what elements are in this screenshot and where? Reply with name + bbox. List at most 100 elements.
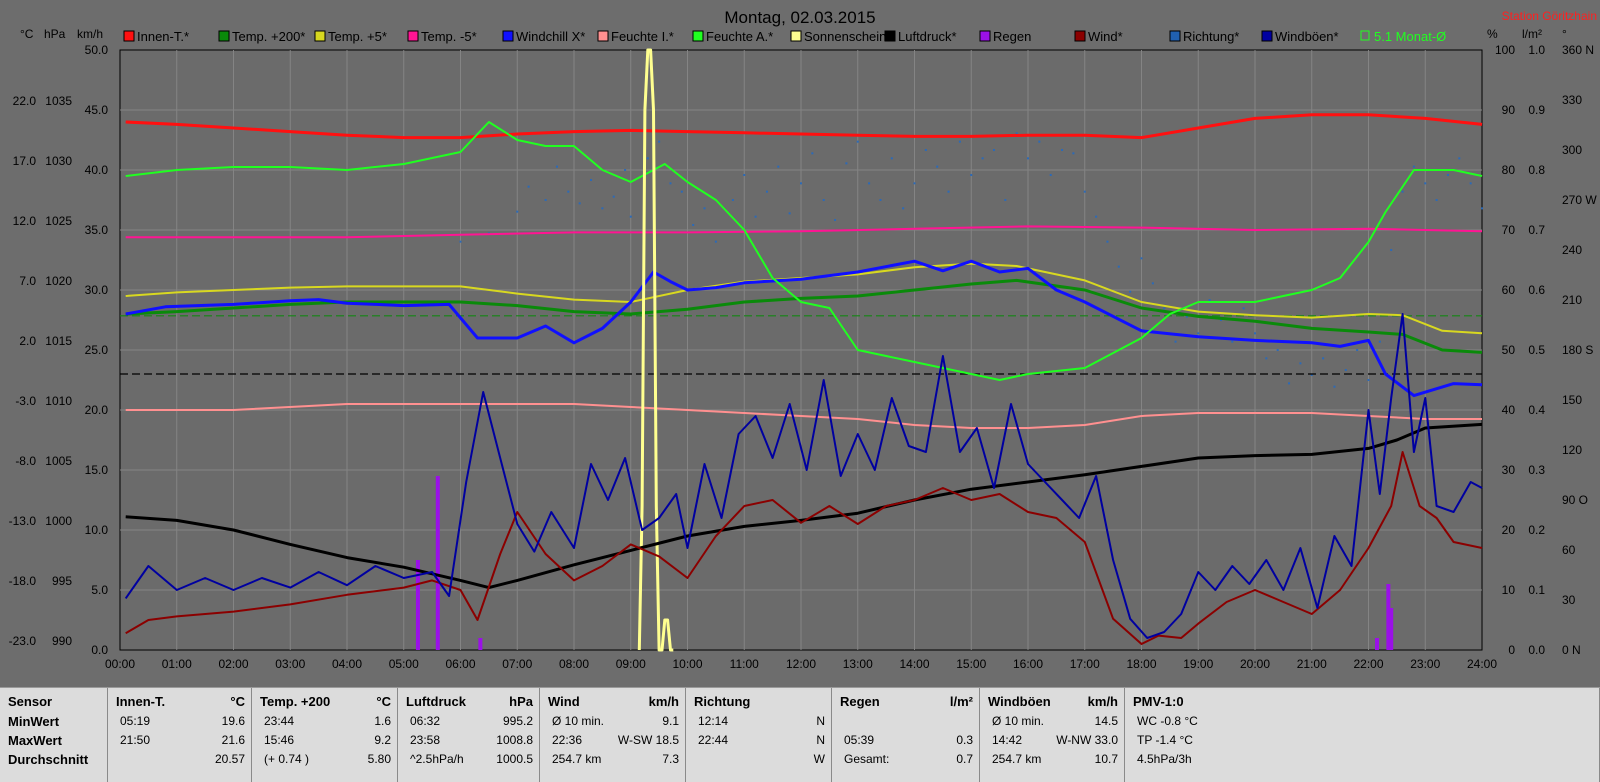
series-line (125, 121, 1483, 381)
stats-header-label: Regen (840, 694, 880, 709)
direction-point (590, 179, 593, 181)
direction-tick-label: 360 N (1562, 43, 1594, 57)
direction-tick-label: 330 (1562, 93, 1582, 107)
direction-point (1004, 199, 1007, 201)
humidity-tick-label: 50 (1502, 343, 1516, 357)
stats-row-time: 06:32 (410, 714, 441, 728)
direction-point (1412, 165, 1415, 168)
stats-row-time: 4.5hPa/3h (1137, 752, 1192, 766)
legend-label: Richtung* (1183, 29, 1239, 44)
legend-swatch (1169, 30, 1181, 42)
direction-point (1446, 174, 1449, 176)
direction-tick-label: 240 (1562, 243, 1582, 257)
x-tick-label: 15:00 (956, 657, 986, 671)
series-line (125, 259, 1483, 398)
direction-point (777, 165, 780, 168)
stats-header-label: PMV-1:0 (1133, 694, 1184, 709)
legend-swatch (407, 30, 419, 42)
wind-tick-label: 20.0 (85, 403, 109, 417)
x-tick-label: 10:00 (672, 657, 702, 671)
rain-bars (415, 476, 1394, 650)
direction-point (1242, 307, 1245, 310)
stats-row-time: 14:42 (992, 733, 1023, 747)
stats-row-value: W (813, 752, 825, 766)
direction-point (1038, 140, 1041, 143)
direction-point (1458, 157, 1461, 160)
direction-tick-label: 90 O (1562, 493, 1588, 507)
stats-row-time: TP -1.4 °C (1137, 733, 1193, 747)
pressure-tick-label: 1025 (45, 214, 72, 228)
stats-header: Innen-T. °C (108, 694, 251, 713)
direction-point (601, 207, 604, 210)
direction-point (970, 174, 973, 176)
rain-tick-label: 0.5 (1528, 343, 1545, 357)
stats-row-value: 9.2 (374, 733, 391, 747)
wind-unit-label: km/h (77, 27, 103, 41)
stats-row: 21:50 21.6 (108, 733, 251, 752)
x-tick-label: 11:00 (730, 657, 759, 671)
stats-header-unit: hPa (509, 694, 533, 709)
direction-tick-label: 0 N (1562, 643, 1581, 657)
x-tick-label: 13:00 (843, 657, 873, 671)
wind-tick-label: 10.0 (85, 523, 109, 537)
direction-point (1276, 349, 1279, 351)
direction-point (845, 162, 848, 165)
direction-point (1197, 332, 1200, 335)
stats-row-time: 21:50 (120, 733, 151, 747)
series-lines (120, 48, 1483, 652)
rain-tick-label: 0.0 (1528, 643, 1545, 657)
temp-tick-label: 2.0 (19, 334, 36, 348)
stats-row: 05:39 0.3 (832, 733, 979, 752)
legend-swatch (1261, 30, 1273, 42)
direction-point (1061, 149, 1064, 151)
series-line (125, 225, 1483, 239)
direction-point (1322, 357, 1325, 360)
direction-tick-label: 30 (1562, 593, 1576, 607)
pressure-tick-label: 1020 (45, 274, 72, 288)
direction-point (1265, 357, 1268, 360)
direction-point (1015, 132, 1018, 135)
direction-point (936, 165, 939, 168)
stats-row: Durchschnitt (0, 752, 107, 771)
rain-tick-label: 0.7 (1528, 223, 1545, 237)
stats-column: PMV-1:0 WC -0.8 °C TP -1.4 °C 4.5hPa/3h (1125, 688, 1600, 782)
x-tick-label: 09:00 (616, 657, 646, 671)
stats-row-time: Ø 10 min. (552, 714, 605, 728)
direction-point (879, 199, 882, 201)
direction-tick-label: 210 (1562, 293, 1582, 307)
direction-point (1049, 174, 1052, 176)
series-line (125, 113, 1483, 140)
direction-point (800, 182, 802, 185)
wind-tick-label: 30.0 (85, 283, 109, 297)
direction-point (1219, 319, 1222, 321)
rain-tick-label: 0.1 (1528, 583, 1545, 597)
direction-point (1469, 182, 1472, 185)
wind-tick-label: 45.0 (85, 103, 109, 117)
direction-point (1378, 340, 1381, 343)
direction-point (1299, 362, 1302, 365)
stats-header-label: Innen-T. (116, 694, 166, 709)
x-tick-label: 22:00 (1353, 657, 1383, 671)
legend-swatch (502, 30, 514, 42)
stats-row: Ø 10 min. 14.5 (980, 714, 1124, 733)
direction-point (658, 140, 661, 143)
chart-legend: Innen-T.* Temp. +200* Temp. +5* Temp. -5* Wi… (123, 29, 1446, 44)
rain-bar (1389, 608, 1394, 650)
direction-point (624, 169, 627, 171)
stats-row: 22:36 W-SW 18.5 (540, 733, 685, 752)
stats-header: PMV-1:0 (1125, 694, 1599, 713)
direction-point (924, 149, 927, 151)
x-tick-label: 07:00 (502, 657, 532, 671)
legend-label: Temp. +5* (328, 29, 387, 44)
direction-point (1424, 182, 1427, 185)
stats-header-unit: °C (376, 694, 391, 709)
stats-column: Regen l/m² 05:39 0.3 Gesamt: 0.7 (832, 688, 980, 782)
direction-point (868, 182, 871, 185)
x-tick-label: 18:00 (1126, 657, 1156, 671)
stats-row-value: 1008.8 (496, 733, 533, 747)
legend-swatch (884, 30, 896, 42)
wind-tick-label: 40.0 (85, 163, 109, 177)
direction-point (754, 215, 757, 218)
stats-header-label: Richtung (694, 694, 751, 709)
stats-row: MinWert (0, 714, 107, 733)
